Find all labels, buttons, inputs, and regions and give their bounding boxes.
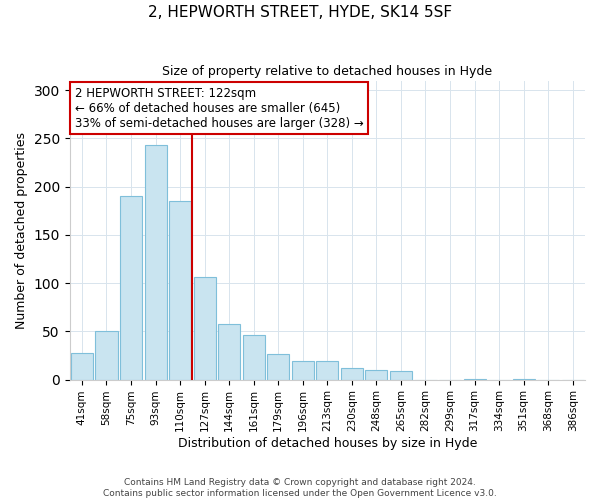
Title: Size of property relative to detached houses in Hyde: Size of property relative to detached ho… [162,65,493,78]
Bar [169,201,191,380]
Bar [95,332,118,380]
Bar [194,278,215,380]
Bar [365,370,388,380]
Bar [71,352,93,380]
Bar [341,368,363,380]
X-axis label: Distribution of detached houses by size in Hyde: Distribution of detached houses by size … [178,437,477,450]
Bar [292,362,314,380]
Bar [218,324,240,380]
Text: 2 HEPWORTH STREET: 122sqm
← 66% of detached houses are smaller (645)
33% of semi: 2 HEPWORTH STREET: 122sqm ← 66% of detac… [75,86,364,130]
Text: Contains HM Land Registry data © Crown copyright and database right 2024.
Contai: Contains HM Land Registry data © Crown c… [103,478,497,498]
Bar [120,196,142,380]
Bar [242,335,265,380]
Bar [267,354,289,380]
Bar [316,362,338,380]
Bar [145,145,167,380]
Bar [464,378,485,380]
Y-axis label: Number of detached properties: Number of detached properties [15,132,28,328]
Text: 2, HEPWORTH STREET, HYDE, SK14 5SF: 2, HEPWORTH STREET, HYDE, SK14 5SF [148,5,452,20]
Bar [512,378,535,380]
Bar [390,371,412,380]
